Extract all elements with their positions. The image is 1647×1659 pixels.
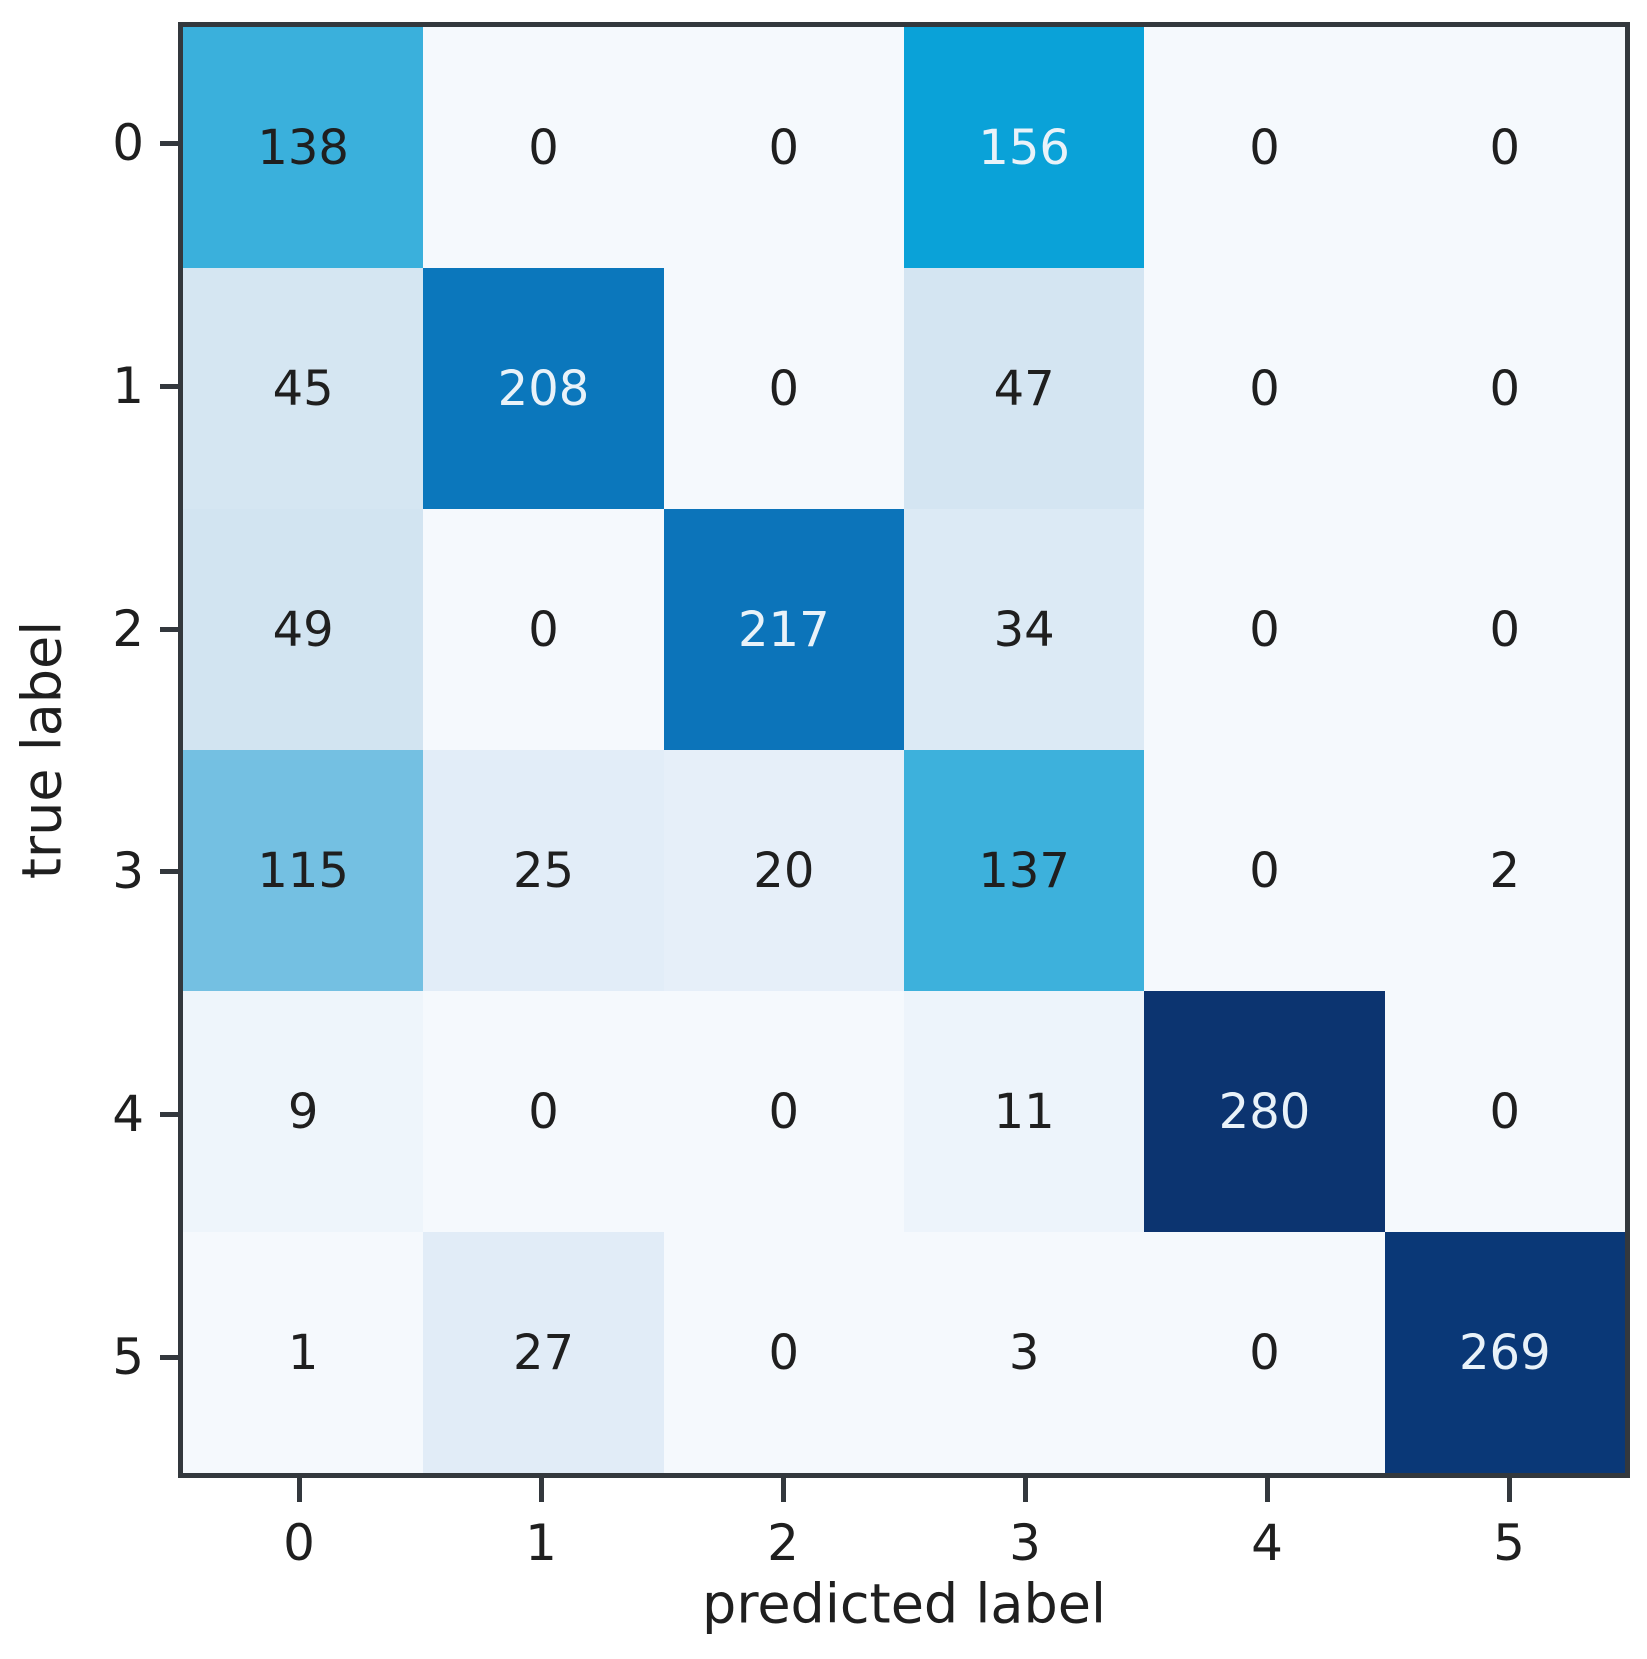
matrix-cell-r2c2: 217 bbox=[663, 509, 904, 750]
y-tickmark bbox=[160, 1354, 178, 1360]
matrix-cell-r2c3: 34 bbox=[903, 509, 1145, 750]
matrix-cell-r5c1: 27 bbox=[423, 1232, 664, 1473]
matrix-cell-r1c1: 208 bbox=[423, 268, 664, 509]
y-tickmark bbox=[160, 384, 178, 389]
matrix-cell-r4c3: 11 bbox=[903, 991, 1145, 1232]
matrix-cell-r3c4: 0 bbox=[1144, 750, 1385, 991]
y-tick-3: 3 bbox=[80, 750, 178, 993]
matrix-cell-r0c5: 0 bbox=[1384, 27, 1625, 268]
matrix-cell-r5c0: 1 bbox=[183, 1232, 424, 1473]
y-tickmark bbox=[160, 1112, 178, 1118]
x-tickmark bbox=[539, 1478, 544, 1502]
x-tick-5: 5 bbox=[1388, 1478, 1630, 1578]
matrix-cell-r5c3: 3 bbox=[903, 1232, 1145, 1473]
matrix-cell-r4c4: 280 bbox=[1144, 991, 1385, 1232]
matrix-cell-r0c2: 0 bbox=[663, 27, 904, 268]
y-tick-2: 2 bbox=[80, 507, 178, 750]
y-tickmark bbox=[160, 626, 178, 632]
y-axis-title: true label bbox=[10, 620, 74, 880]
matrix-cell-r0c1: 0 bbox=[423, 27, 664, 268]
matrix-cell-r0c4: 0 bbox=[1144, 27, 1385, 268]
x-tick-0: 0 bbox=[178, 1478, 420, 1578]
heatmap-grid: 138 0 0 156 0 0 45 208 0 47 0 0 49 0 217 34 0 0 115 25 20 137… bbox=[178, 22, 1630, 1478]
x-tick-2: 2 bbox=[662, 1478, 904, 1578]
matrix-cell-r1c2: 0 bbox=[663, 268, 904, 509]
matrix-cell-r0c3: 156 bbox=[903, 27, 1145, 268]
x-tick-3: 3 bbox=[904, 1478, 1146, 1578]
x-tickmark bbox=[781, 1478, 786, 1502]
matrix-cell-r4c5: 0 bbox=[1384, 991, 1625, 1232]
matrix-cell-r3c0: 115 bbox=[183, 750, 424, 991]
matrix-cell-r5c5: 269 bbox=[1384, 1232, 1625, 1473]
x-tickmark bbox=[1507, 1478, 1512, 1502]
y-tick-1: 1 bbox=[80, 265, 178, 508]
x-tickmark bbox=[1265, 1478, 1270, 1502]
matrix-cell-r4c2: 0 bbox=[663, 991, 904, 1232]
matrix-cell-r1c4: 0 bbox=[1144, 268, 1385, 509]
y-tickmark bbox=[160, 869, 178, 875]
x-tick-4: 4 bbox=[1146, 1478, 1388, 1578]
matrix-cell-r1c0: 45 bbox=[183, 268, 424, 509]
y-tickmark bbox=[160, 141, 178, 147]
y-tick-5: 5 bbox=[80, 1235, 178, 1478]
matrix-cell-r5c2: 0 bbox=[663, 1232, 904, 1473]
y-tick-0: 0 bbox=[80, 22, 178, 265]
matrix-cell-r0c0: 138 bbox=[183, 27, 424, 268]
matrix-cell-r2c4: 0 bbox=[1144, 509, 1385, 750]
x-tick-1: 1 bbox=[420, 1478, 662, 1578]
x-tickmark bbox=[1023, 1478, 1028, 1502]
x-axis-title: predicted label bbox=[702, 1572, 1106, 1636]
matrix-cell-r3c2: 20 bbox=[663, 750, 904, 991]
matrix-cell-r3c5: 2 bbox=[1384, 750, 1625, 991]
matrix-cell-r2c0: 49 bbox=[183, 509, 424, 750]
matrix-cell-r2c5: 0 bbox=[1384, 509, 1625, 750]
y-tick-4: 4 bbox=[80, 993, 178, 1236]
matrix-cell-r3c3: 137 bbox=[903, 750, 1145, 991]
matrix-cell-r3c1: 25 bbox=[423, 750, 664, 991]
matrix-cell-r2c1: 0 bbox=[423, 509, 664, 750]
matrix-cell-r1c5: 0 bbox=[1384, 268, 1625, 509]
matrix-cell-r4c0: 9 bbox=[183, 991, 424, 1232]
matrix-cell-r5c4: 0 bbox=[1144, 1232, 1385, 1473]
x-tickmark bbox=[297, 1478, 302, 1502]
matrix-cell-r4c1: 0 bbox=[423, 991, 664, 1232]
matrix-cell-r1c3: 47 bbox=[903, 268, 1145, 509]
